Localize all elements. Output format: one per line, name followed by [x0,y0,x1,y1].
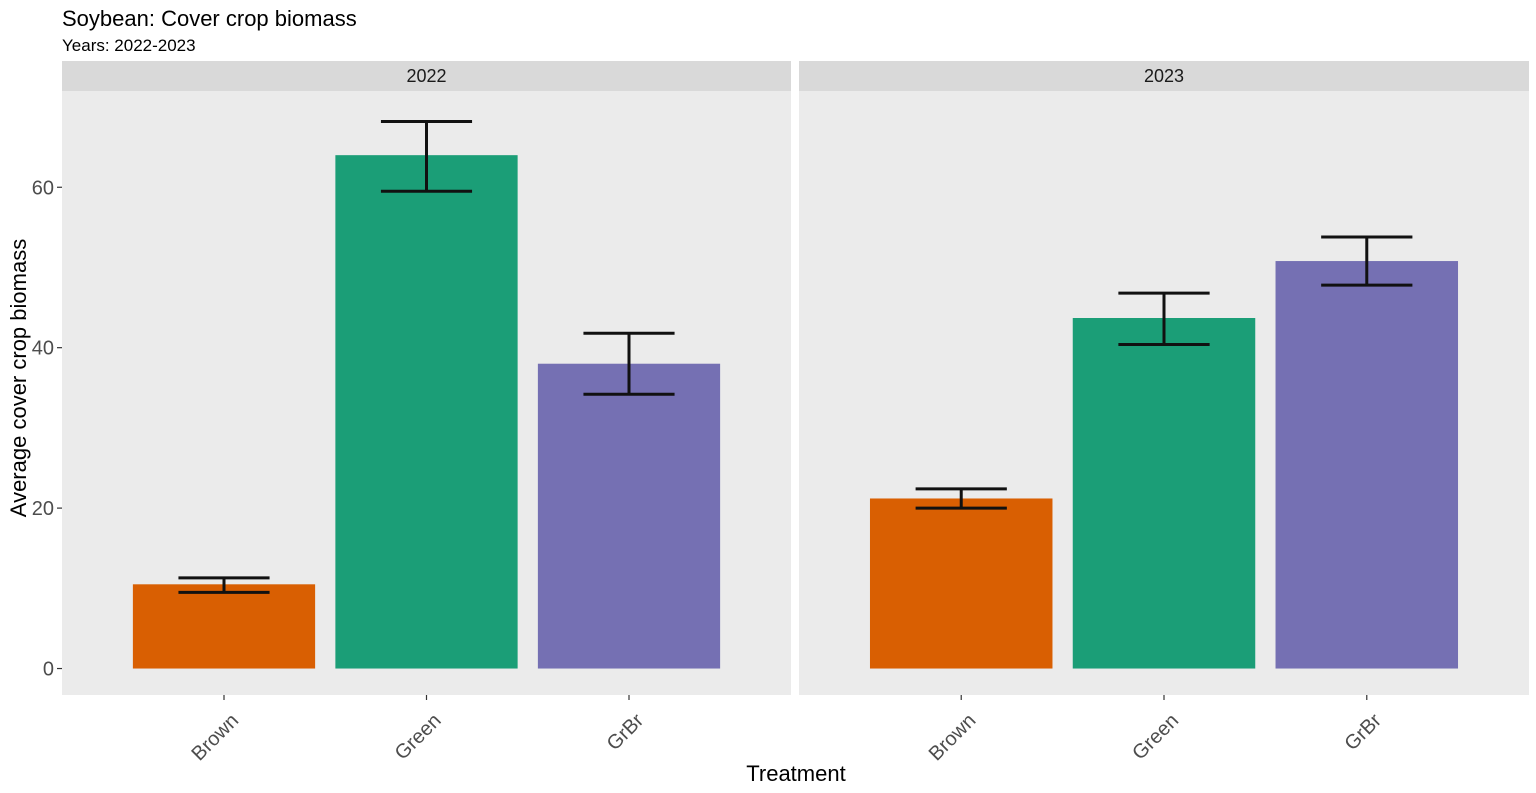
facet-strip [62,61,791,91]
y-tick-label: 40 [32,338,54,360]
x-tick-label: GrBr [1341,709,1387,755]
y-tick-label: 20 [32,498,54,520]
y-tick-label: 60 [32,177,54,199]
x-tick-label: Brown [925,710,981,766]
bar-green [1072,318,1256,669]
facet-strip-label: 2023 [1144,66,1184,86]
x-tick-label: Brown [187,710,243,766]
bar-brown [869,498,1053,669]
y-tick-label: 0 [43,659,54,681]
x-tick-label: GrBr [603,709,649,755]
chart-title: Soybean: Cover crop biomass [62,6,357,31]
bar-grbr [1275,261,1459,669]
x-tick-label: Green [391,710,446,765]
y-axis-label: Average cover crop biomass [6,239,31,517]
bar-grbr [537,363,721,669]
facet-strip [799,61,1529,91]
facet-strip-label: 2022 [406,66,446,86]
bar-brown [132,584,316,669]
x-axis-label: Treatment [746,761,845,786]
x-tick-label: Green [1128,710,1183,765]
facet-panel-2023: 2023 Brown Green GrBr [799,61,1529,765]
facet-panel-2022: 2022 Brown Green GrBr [62,61,791,765]
bar-green [335,155,518,669]
chart-subtitle: Years: 2022-2023 [62,36,196,55]
